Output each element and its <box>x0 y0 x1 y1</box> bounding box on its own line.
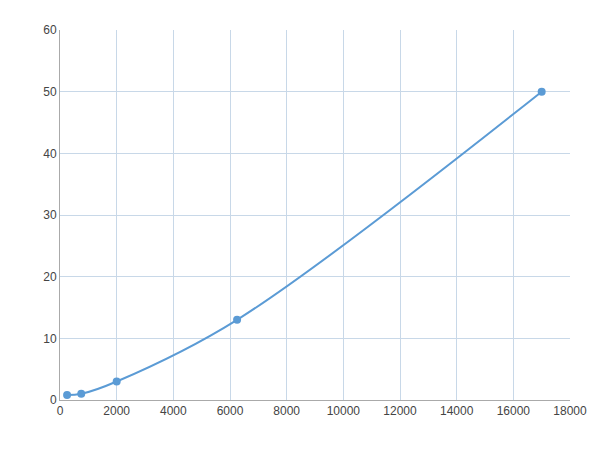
svg-text:30: 30 <box>43 208 57 222</box>
svg-text:60: 60 <box>43 23 57 37</box>
svg-text:6000: 6000 <box>217 404 244 418</box>
svg-text:20: 20 <box>43 270 57 284</box>
svg-text:10000: 10000 <box>327 404 361 418</box>
svg-text:40: 40 <box>43 147 57 161</box>
svg-text:12000: 12000 <box>383 404 417 418</box>
svg-text:4000: 4000 <box>160 404 187 418</box>
svg-text:14000: 14000 <box>440 404 474 418</box>
svg-text:50: 50 <box>43 85 57 99</box>
svg-text:2000: 2000 <box>103 404 130 418</box>
svg-text:8000: 8000 <box>273 404 300 418</box>
svg-text:16000: 16000 <box>497 404 531 418</box>
svg-text:0: 0 <box>57 404 64 418</box>
svg-text:10: 10 <box>43 332 57 346</box>
svg-text:18000: 18000 <box>553 404 587 418</box>
svg-text:0: 0 <box>50 393 57 407</box>
